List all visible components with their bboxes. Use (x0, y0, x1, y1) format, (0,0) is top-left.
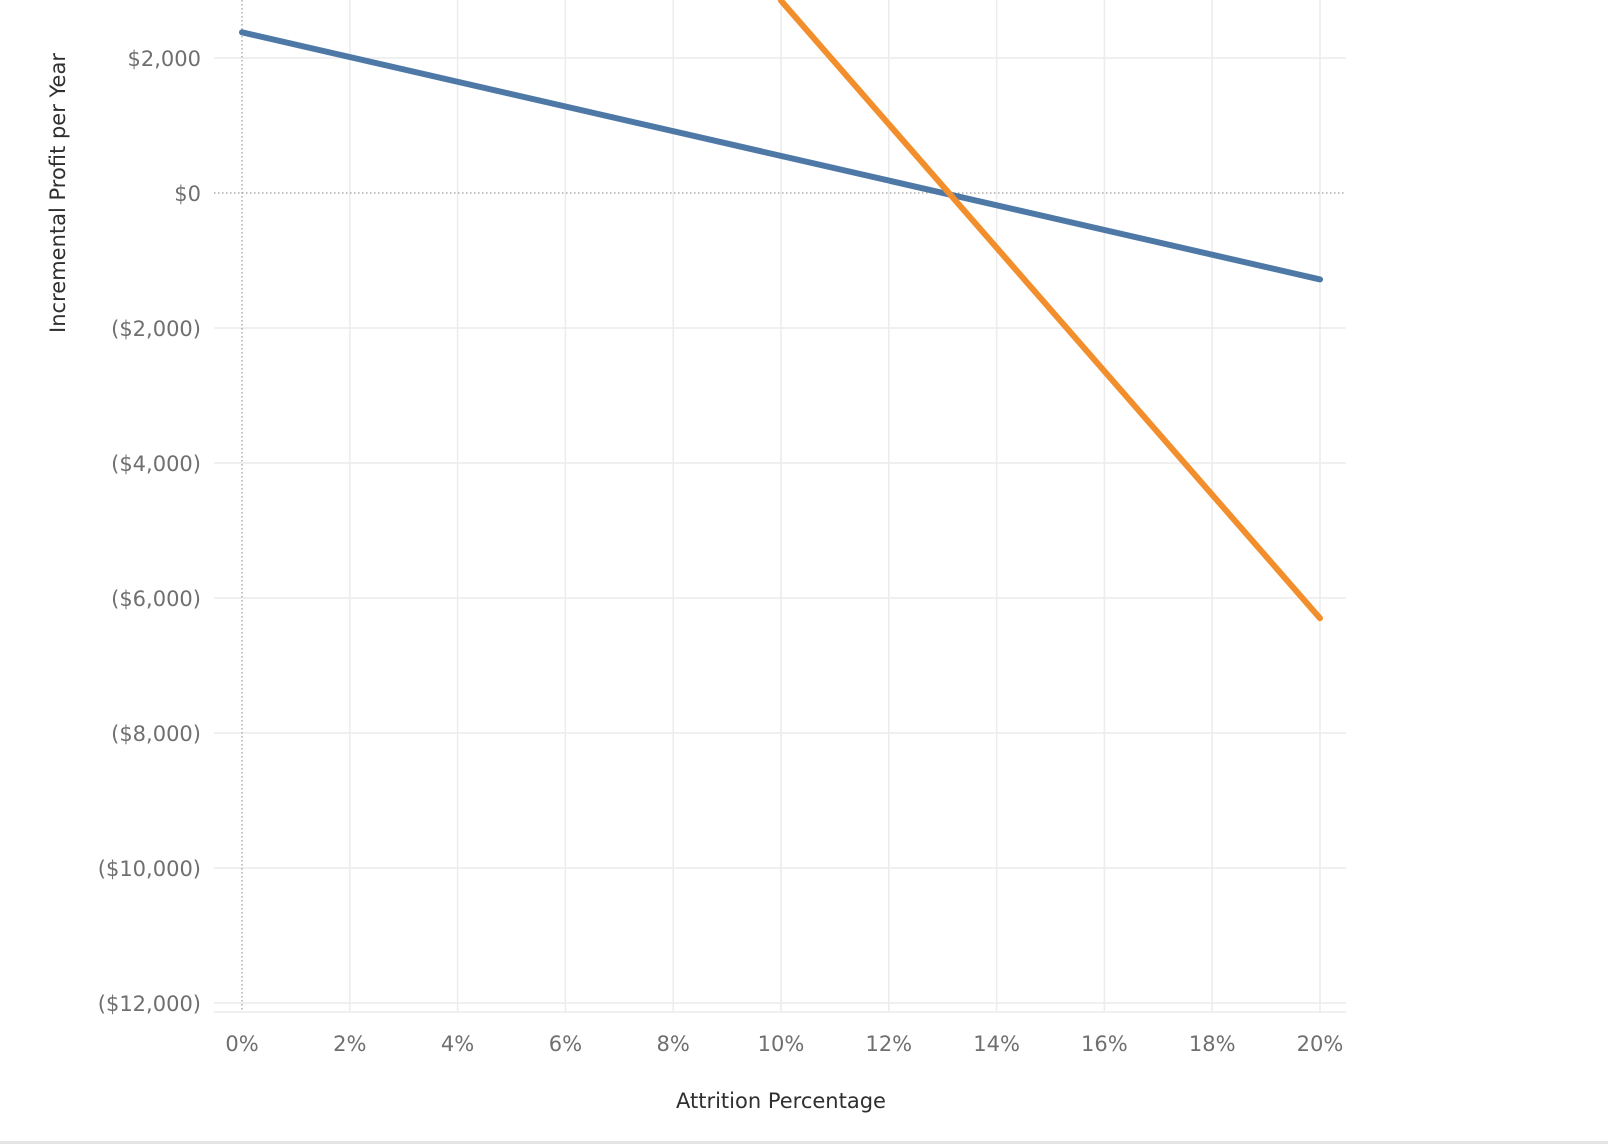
x-tick-label: 20% (1297, 1032, 1344, 1056)
x-tick-label: 2% (333, 1032, 366, 1056)
x-tick-label: 14% (973, 1032, 1020, 1056)
x-tick-label: 12% (865, 1032, 912, 1056)
zero-lines (214, 0, 1346, 1012)
y-axis-ticks: $2,000 $0 ($2,000) ($4,000) ($6,000) ($8,000)… (98, 47, 201, 1016)
x-axis-title: Attrition Percentage (676, 1089, 886, 1113)
bottom-divider (0, 1141, 1608, 1144)
x-tick-label: 6% (549, 1032, 582, 1056)
y-tick-label: ($10,000) (98, 857, 201, 881)
series-line-1 (239, 29, 1323, 283)
x-tick-label: 16% (1081, 1032, 1128, 1056)
y-tick-label: ($6,000) (111, 587, 201, 611)
x-tick-label: 0% (225, 1032, 258, 1056)
series-lines (239, 0, 1323, 622)
x-tick-label: 10% (758, 1032, 805, 1056)
y-axis-title: Incremental Profit per Year (46, 53, 70, 333)
y-tick-label: ($8,000) (111, 722, 201, 746)
x-tick-label: 8% (657, 1032, 690, 1056)
y-tick-label: ($4,000) (111, 452, 201, 476)
x-tick-label: 18% (1189, 1032, 1236, 1056)
grid (214, 0, 1346, 1013)
y-tick-label: $0 (174, 182, 201, 206)
y-tick-label: ($2,000) (111, 317, 201, 341)
x-tick-label: 4% (441, 1032, 474, 1056)
y-tick-label: ($12,000) (98, 992, 201, 1016)
x-axis-ticks: 0% 2% 4% 6% 8% 10% 12% 14% 16% 18% 20% (225, 1032, 1343, 1056)
y-tick-label: $2,000 (128, 47, 201, 71)
series-line-2 (778, 0, 1323, 622)
